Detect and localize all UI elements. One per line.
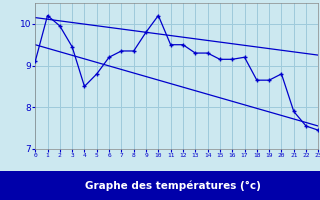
Text: Graphe des températures (°c): Graphe des températures (°c) [85, 180, 261, 191]
